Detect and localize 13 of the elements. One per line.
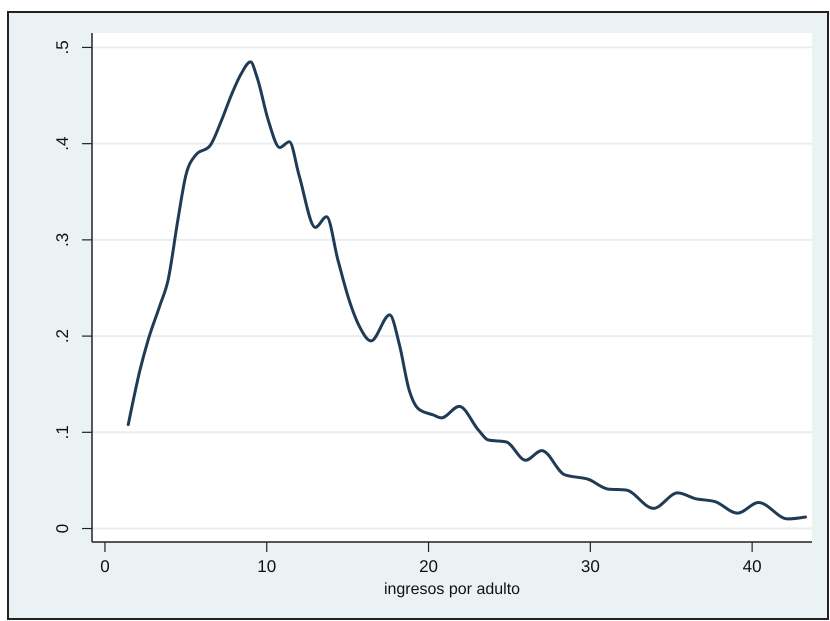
x-tick-label: 10 [257,557,276,576]
x-axis-title: ingresos por adulto [384,581,520,598]
y-tick-label: .2 [53,328,72,344]
y-tick-label: .5 [53,40,72,55]
y-tick-label: .1 [53,425,72,440]
y-tick-label: 0 [53,524,72,534]
y-tick-label: .4 [53,136,72,151]
x-tick-label: 0 [100,557,110,576]
x-tick-label: 30 [580,557,600,576]
x-tick-label: 20 [419,557,438,576]
line-series [126,60,808,520]
y-tick-label: .3 [53,232,72,247]
x-tick-label: 40 [742,557,762,576]
